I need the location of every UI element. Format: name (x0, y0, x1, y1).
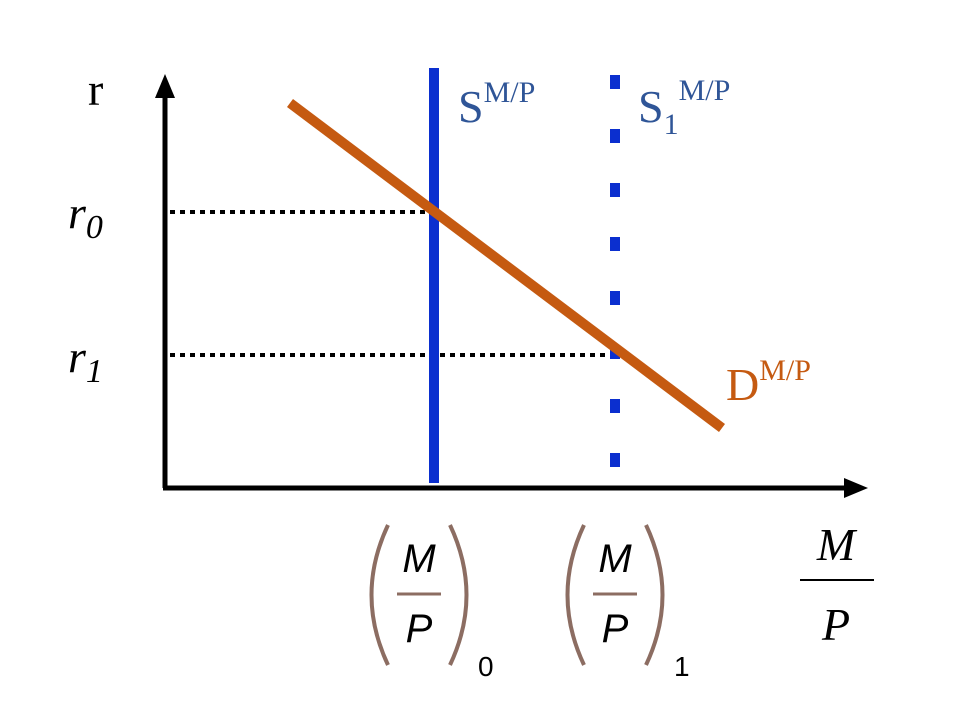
curve-label: SM/P (458, 76, 535, 132)
quantity-denominator: P (406, 607, 433, 651)
curve-label: S1M/P (638, 74, 730, 141)
level-symbol: r (68, 331, 87, 382)
paren-left (565, 524, 586, 666)
curve-symbol: S (638, 81, 664, 132)
curve-subscript: 1 (664, 108, 679, 141)
level-label: r1 (68, 331, 103, 390)
curve-symbol: S (458, 81, 484, 132)
curve-symbol: D (726, 359, 759, 410)
paren-right (448, 524, 469, 666)
curve-label: DM/P (726, 354, 811, 410)
x-axis-label-numerator: M (816, 519, 858, 570)
paren-right (644, 524, 665, 666)
x-axis-label-denominator: P (821, 599, 850, 650)
paren-left (369, 524, 390, 666)
quantity-subscript: 1 (674, 651, 690, 682)
level-symbol: r (68, 187, 87, 238)
curve-superscript: M/P (679, 74, 731, 107)
demand-curve (286, 99, 726, 432)
quantity-denominator: P (602, 607, 629, 651)
curve-superscript: M/P (759, 354, 811, 387)
level-subscript: 1 (86, 353, 103, 390)
x-axis-arrow (844, 478, 868, 498)
y-axis-label: r (88, 64, 103, 115)
quantity-numerator: M (598, 537, 632, 581)
curve-superscript: M/P (484, 76, 536, 109)
y-axis-arrow (155, 74, 175, 98)
level-label: r0 (68, 187, 103, 246)
quantity-subscript: 0 (478, 651, 494, 682)
quantity-numerator: M (402, 537, 436, 581)
level-subscript: 0 (86, 209, 103, 246)
